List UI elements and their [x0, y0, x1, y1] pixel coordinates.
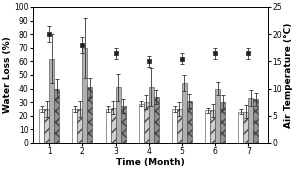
- Bar: [187, 101, 192, 143]
- Bar: [144, 102, 149, 143]
- Bar: [253, 99, 258, 143]
- Bar: [205, 110, 210, 143]
- X-axis label: Time (Month): Time (Month): [116, 158, 185, 167]
- Bar: [210, 110, 215, 143]
- Bar: [106, 109, 111, 143]
- Bar: [220, 102, 225, 143]
- Bar: [154, 97, 159, 143]
- Bar: [77, 109, 82, 143]
- Bar: [87, 87, 92, 143]
- Point: [246, 52, 251, 55]
- Bar: [44, 109, 49, 143]
- Bar: [215, 89, 220, 143]
- Point: [180, 57, 184, 60]
- Bar: [49, 59, 54, 143]
- Bar: [239, 112, 243, 143]
- Point: [47, 33, 52, 36]
- Bar: [182, 83, 187, 143]
- Bar: [149, 87, 154, 143]
- Bar: [115, 87, 120, 143]
- Bar: [73, 109, 77, 143]
- Bar: [243, 112, 248, 143]
- Point: [113, 52, 118, 55]
- Point: [213, 52, 218, 55]
- Bar: [248, 98, 253, 143]
- Bar: [54, 89, 59, 143]
- Bar: [177, 109, 182, 143]
- Bar: [172, 109, 177, 143]
- Bar: [39, 109, 44, 143]
- Bar: [120, 106, 126, 143]
- Y-axis label: Air Temperature (°C): Air Temperature (°C): [284, 22, 292, 128]
- Bar: [111, 108, 115, 143]
- Y-axis label: Water Loss (%): Water Loss (%): [4, 37, 12, 113]
- Point: [147, 60, 151, 63]
- Point: [80, 44, 85, 46]
- Bar: [82, 48, 87, 143]
- Bar: [139, 104, 144, 143]
